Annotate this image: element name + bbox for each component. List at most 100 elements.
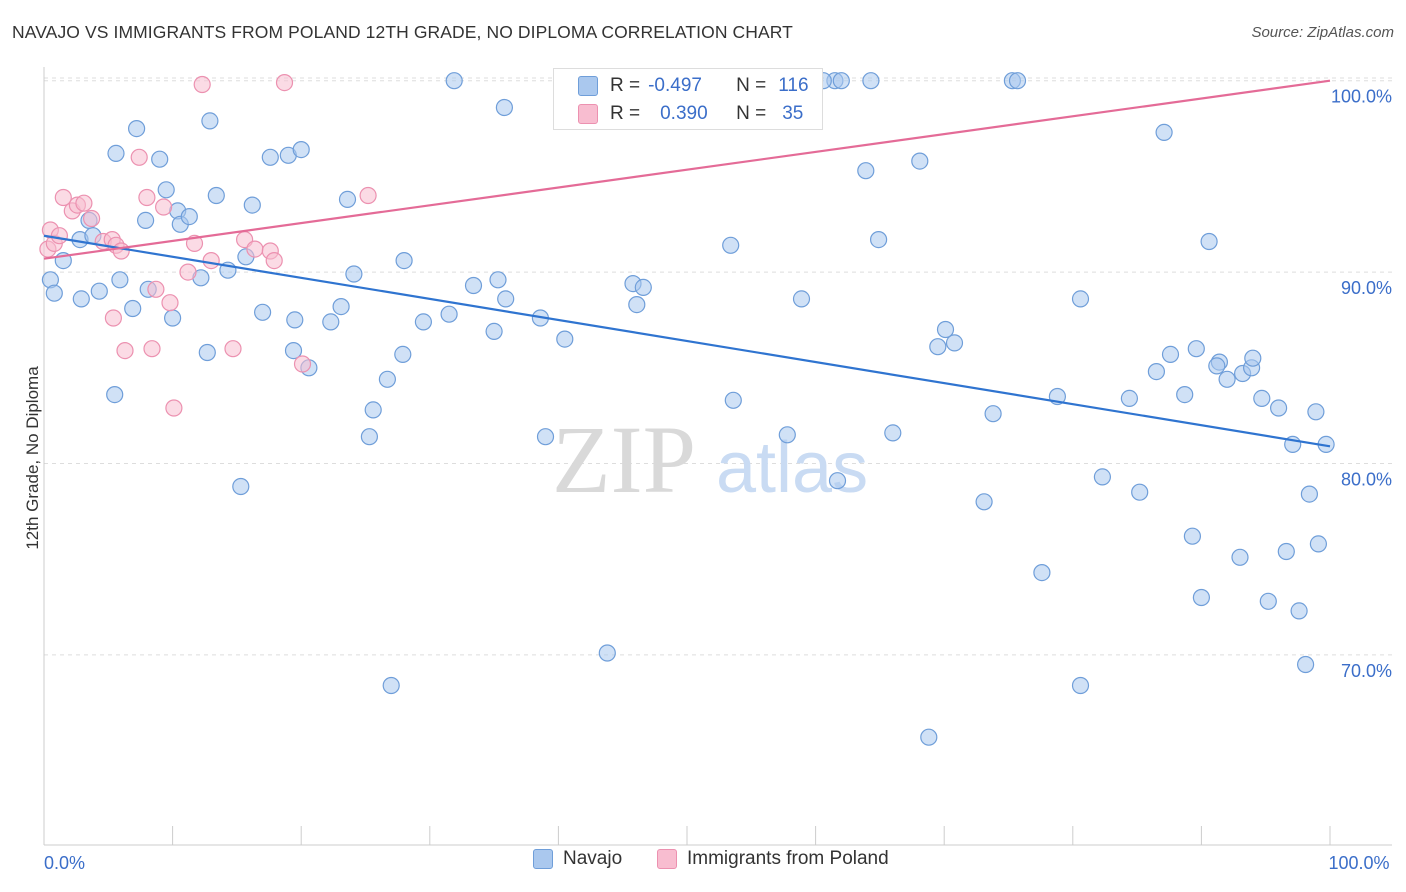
navajo-point: [1176, 386, 1194, 404]
navajo-point: [792, 290, 811, 308]
navajo-point: [1071, 676, 1090, 695]
navajo-point: [1218, 370, 1236, 388]
poland-point: [265, 252, 283, 270]
navajo-point: [1307, 403, 1325, 421]
navajo-point: [869, 231, 888, 249]
stats-row-poland: R = 0.390 N = 35: [578, 101, 803, 127]
navajo-point: [111, 271, 129, 289]
navajo-point: [378, 370, 396, 388]
navajo-point: [201, 112, 219, 130]
poland-point: [104, 309, 123, 327]
navajo-point: [90, 282, 108, 300]
y-axis-label: 12th Grade, No Diploma: [23, 366, 42, 550]
trend-lines: [43, 79, 1331, 448]
stats-n-label: N =: [736, 103, 767, 124]
navajo-point: [832, 72, 850, 90]
navajo-point: [945, 334, 964, 352]
navajo-point: [598, 644, 616, 662]
navajo-point: [497, 290, 515, 308]
navajo-point: [1253, 389, 1271, 407]
navajo-point: [1033, 563, 1051, 582]
legend-item-poland[interactable]: Immigrants from Poland: [657, 848, 889, 870]
navajo-point: [1290, 602, 1308, 620]
stats-r-label: R =: [610, 103, 641, 124]
navajo-point: [1269, 399, 1288, 417]
navajo-point: [1187, 340, 1205, 358]
navajo-point: [180, 208, 198, 226]
navajo-point: [1192, 588, 1211, 607]
navajo-point: [207, 186, 225, 205]
poland-point: [202, 252, 220, 270]
navajo-point: [857, 162, 875, 180]
navajo-point: [1277, 542, 1295, 561]
navajo-point: [360, 428, 378, 446]
stats-r-label: R =: [610, 75, 641, 96]
navajo-point: [485, 322, 503, 340]
navajo-point: [634, 278, 652, 296]
watermark-zip: ZIP: [552, 406, 696, 513]
y-tick-label: 90.0%: [1341, 278, 1392, 298]
stats-box: R = -0.497 N = 116 R = 0.390 N = 35: [553, 68, 823, 130]
navajo-point: [884, 424, 902, 442]
navajo-point: [440, 305, 458, 323]
poland-point: [112, 242, 130, 260]
poland-point: [82, 209, 101, 228]
poland-point: [147, 280, 165, 298]
poland-point: [165, 399, 183, 417]
navajo-point: [929, 338, 947, 356]
navajo-point: [1147, 363, 1166, 381]
navajo-point: [394, 345, 412, 363]
navajo-point: [338, 190, 357, 208]
navajo-point: [157, 181, 175, 199]
navajo-point: [1244, 349, 1262, 367]
navajo-point: [911, 152, 929, 170]
poland-point: [116, 342, 134, 360]
navajo-point: [445, 72, 463, 90]
navajo-point: [151, 150, 169, 168]
navajo-point: [1155, 123, 1173, 141]
trend-line-navajo: [43, 234, 1331, 448]
axes: [43, 67, 1392, 846]
poland-point: [143, 340, 161, 358]
legend-swatch-navajo: [533, 849, 553, 869]
poland-point: [50, 227, 69, 245]
navajo-point: [1300, 485, 1319, 503]
navajo-point: [198, 343, 216, 362]
navajo-point: [1071, 290, 1090, 308]
navajo-point: [164, 309, 182, 327]
poland-point: [155, 198, 173, 216]
navajo-point: [1008, 72, 1027, 90]
navajo-point: [1231, 548, 1249, 566]
poland-point: [179, 263, 197, 281]
stats-n-value-navajo: 116: [778, 75, 809, 96]
navajo-point: [322, 313, 340, 331]
navajo-point: [495, 98, 513, 117]
navajo-point: [828, 472, 847, 490]
legend-swatch-poland: [657, 849, 677, 869]
navajo-point: [286, 311, 304, 329]
y-tick-label: 80.0%: [1341, 470, 1392, 490]
navajo-point: [395, 252, 413, 270]
stats-swatch-navajo: [578, 76, 598, 96]
stats-swatch-poland: [578, 104, 598, 124]
poland-point: [75, 194, 93, 212]
legend-item-navajo[interactable]: Navajo: [533, 848, 622, 870]
chart-title: NAVAJO VS IMMIGRANTS FROM POLAND 12TH GR…: [12, 22, 793, 42]
navajo-point: [1200, 232, 1218, 251]
navajo-point: [137, 211, 155, 229]
legend: Navajo Immigrants from Poland: [0, 848, 1406, 880]
stats-n-label: N =: [736, 75, 767, 96]
navajo-point: [1131, 483, 1149, 501]
navajo-point: [243, 196, 261, 214]
navajo-point: [1161, 345, 1180, 363]
navajo-point: [261, 148, 279, 166]
navajo-point: [778, 426, 796, 444]
poland-point: [224, 340, 242, 358]
navajo-point: [936, 320, 955, 339]
legend-label-poland: Immigrants from Poland: [687, 848, 889, 869]
navajo-point: [284, 342, 303, 360]
poland-point: [130, 148, 148, 166]
navajo-point: [1093, 468, 1112, 486]
x-tick-label: 0.0%: [44, 853, 85, 873]
